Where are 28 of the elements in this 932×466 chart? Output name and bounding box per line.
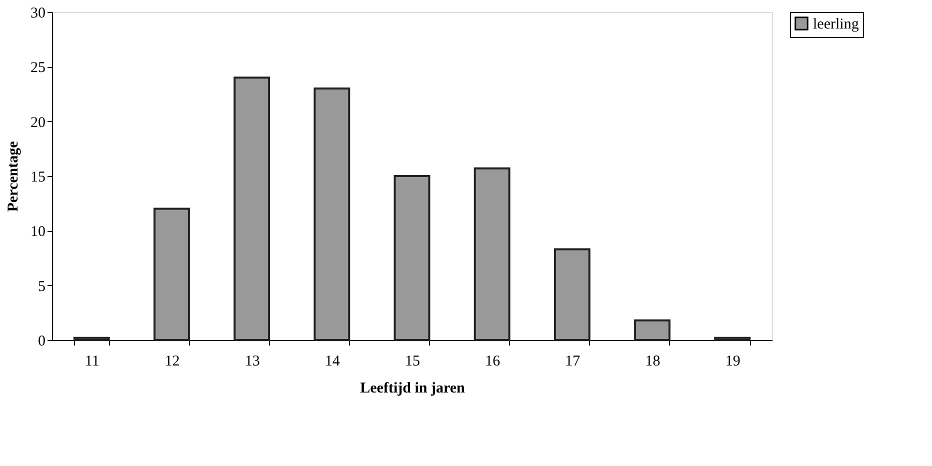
x-tick-label: 12 <box>164 354 180 370</box>
x-tick-label: 17 <box>565 354 581 370</box>
x-tick-label: 15 <box>405 354 420 370</box>
x-tick-label: 14 <box>324 354 340 370</box>
y-tick-label: 15 <box>30 170 46 186</box>
bar <box>394 175 430 341</box>
bar <box>73 336 110 341</box>
x-tick-label: 13 <box>244 354 260 370</box>
y-tick-label: 30 <box>30 6 46 22</box>
bar <box>474 167 510 341</box>
x-tick-label: 19 <box>725 354 740 370</box>
y-tick-label: 25 <box>30 60 46 76</box>
bar <box>634 319 670 341</box>
bar <box>554 248 590 341</box>
x-tick-label: 18 <box>645 354 660 370</box>
x-tick-label: 16 <box>485 354 501 370</box>
x-axis-title: Leeftijd in jaren <box>360 380 466 396</box>
bar <box>314 88 350 341</box>
bar <box>234 76 270 341</box>
x-tick-label: 11 <box>84 354 100 370</box>
y-tick-label: 5 <box>38 278 46 295</box>
bar <box>154 208 190 341</box>
y-tick-label: 20 <box>30 114 46 131</box>
y-tick-label: 0 <box>38 334 46 350</box>
bar <box>714 336 751 341</box>
legend-label: leerling <box>813 16 860 32</box>
y-tick-label: 10 <box>30 224 46 240</box>
y-axis-title: Percentage <box>6 140 22 212</box>
